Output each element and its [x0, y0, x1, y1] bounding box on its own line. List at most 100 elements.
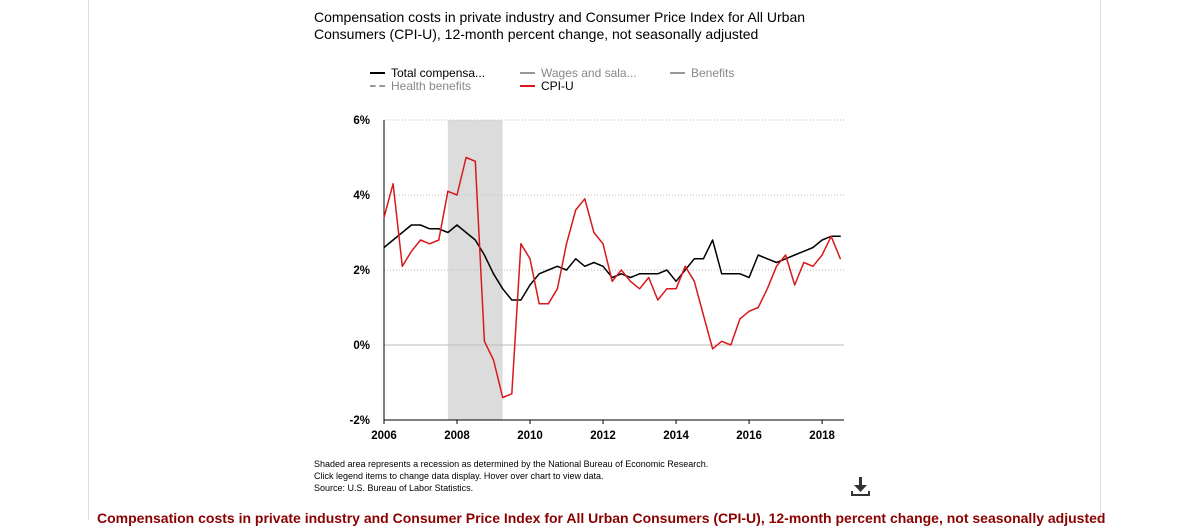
data-point — [584, 265, 586, 267]
y-tick-label: 4% — [353, 190, 370, 202]
legend-label: Total compensa... — [391, 66, 486, 80]
x-tick-label: 2018 — [809, 430, 835, 442]
data-point — [383, 246, 385, 249]
chart-title: Compensation costs in private industry a… — [314, 9, 806, 42]
data-point — [730, 273, 732, 275]
data-point — [629, 276, 632, 279]
data-point — [620, 273, 622, 275]
data-point — [556, 288, 559, 290]
chart-notes: Shaded area represents a recession as de… — [314, 458, 708, 494]
data-point — [438, 228, 440, 230]
data-point — [702, 314, 705, 316]
x-tick-label: 2012 — [590, 430, 616, 442]
data-point — [693, 280, 695, 282]
data-point — [684, 269, 686, 271]
x-tick-label: 2014 — [663, 430, 689, 442]
data-point — [483, 340, 485, 342]
data-point — [666, 269, 668, 271]
data-point — [511, 299, 513, 301]
data-point — [675, 288, 677, 290]
data-point — [538, 303, 540, 305]
data-point — [721, 340, 723, 342]
legend-item-wages-and-salaries[interactable]: Wages and sala... — [520, 67, 637, 80]
data-point — [739, 318, 741, 320]
data-point — [456, 224, 458, 226]
data-point — [648, 276, 650, 279]
data-point — [447, 231, 449, 234]
data-point — [593, 231, 595, 234]
legend-item-benefits[interactable]: Benefits — [670, 67, 734, 80]
data-point — [429, 228, 431, 230]
data-point — [711, 239, 714, 241]
section-heading: Compensation costs in private industry a… — [97, 510, 1106, 526]
data-point — [803, 250, 805, 252]
data-point — [803, 261, 805, 264]
data-point — [821, 239, 823, 241]
legend-swatch — [670, 71, 685, 74]
data-point — [410, 250, 412, 252]
legend-item-total-compensation[interactable]: Total compensa... — [370, 67, 485, 80]
y-tick-label: -2% — [350, 415, 370, 427]
data-point — [766, 288, 768, 290]
legend-swatch — [370, 71, 385, 74]
legend-item-health-benefits[interactable]: Health benefits — [370, 80, 471, 93]
data-point — [766, 258, 768, 260]
data-point — [529, 284, 531, 286]
data-point — [474, 239, 476, 241]
y-tick-label: 0% — [353, 340, 370, 352]
data-point — [839, 258, 841, 260]
data-point — [410, 224, 412, 226]
data-point — [830, 235, 832, 237]
legend-swatch — [370, 84, 385, 87]
data-point — [638, 288, 641, 290]
line-chart[interactable]: -2% 0% 2% 4% 6% 2006 2008 2010 2012 2014 2016 2018 — [340, 110, 860, 450]
data-point — [520, 299, 522, 301]
data-point — [602, 265, 604, 267]
legend-label: Wages and sala... — [541, 66, 637, 80]
y-tick-label: 2% — [353, 265, 370, 277]
y-tick-label: 6% — [353, 115, 370, 127]
data-point — [492, 359, 495, 361]
data-point — [556, 265, 559, 267]
data-point — [474, 160, 476, 162]
data-point — [748, 310, 750, 312]
data-point — [602, 243, 604, 245]
data-point — [611, 280, 613, 282]
data-point — [547, 303, 549, 305]
data-point — [502, 288, 504, 290]
data-point — [739, 273, 741, 275]
data-point — [721, 273, 723, 275]
data-point — [839, 235, 841, 237]
data-point — [465, 231, 467, 234]
recession-note: Shaded area represents a recession as de… — [314, 459, 709, 469]
interaction-note: Click legend items to change data displa… — [314, 471, 604, 481]
content-frame — [88, 0, 1101, 520]
data-point — [629, 280, 632, 282]
data-point — [794, 284, 796, 286]
legend-label: Health benefits — [391, 79, 472, 93]
data-point — [538, 273, 540, 275]
data-point — [492, 273, 495, 275]
data-point — [702, 258, 705, 260]
data-point — [565, 243, 568, 245]
data-point — [383, 216, 385, 219]
data-point — [593, 261, 595, 264]
data-point — [419, 239, 422, 241]
data-point — [565, 269, 568, 271]
data-point — [638, 273, 641, 275]
data-point — [520, 243, 522, 245]
legend-label: Benefits — [691, 66, 735, 80]
data-point — [757, 306, 759, 309]
data-point — [419, 224, 422, 226]
data-point — [684, 265, 686, 267]
data-point — [547, 269, 549, 271]
data-point — [620, 269, 622, 271]
download-button[interactable] — [848, 474, 872, 498]
data-point — [812, 246, 814, 249]
data-point — [483, 254, 485, 256]
data-point — [575, 258, 577, 260]
legend-item-cpi-u[interactable]: CPI-U — [520, 80, 574, 93]
data-point — [812, 265, 814, 267]
data-point — [392, 183, 394, 185]
data-point — [693, 258, 695, 260]
